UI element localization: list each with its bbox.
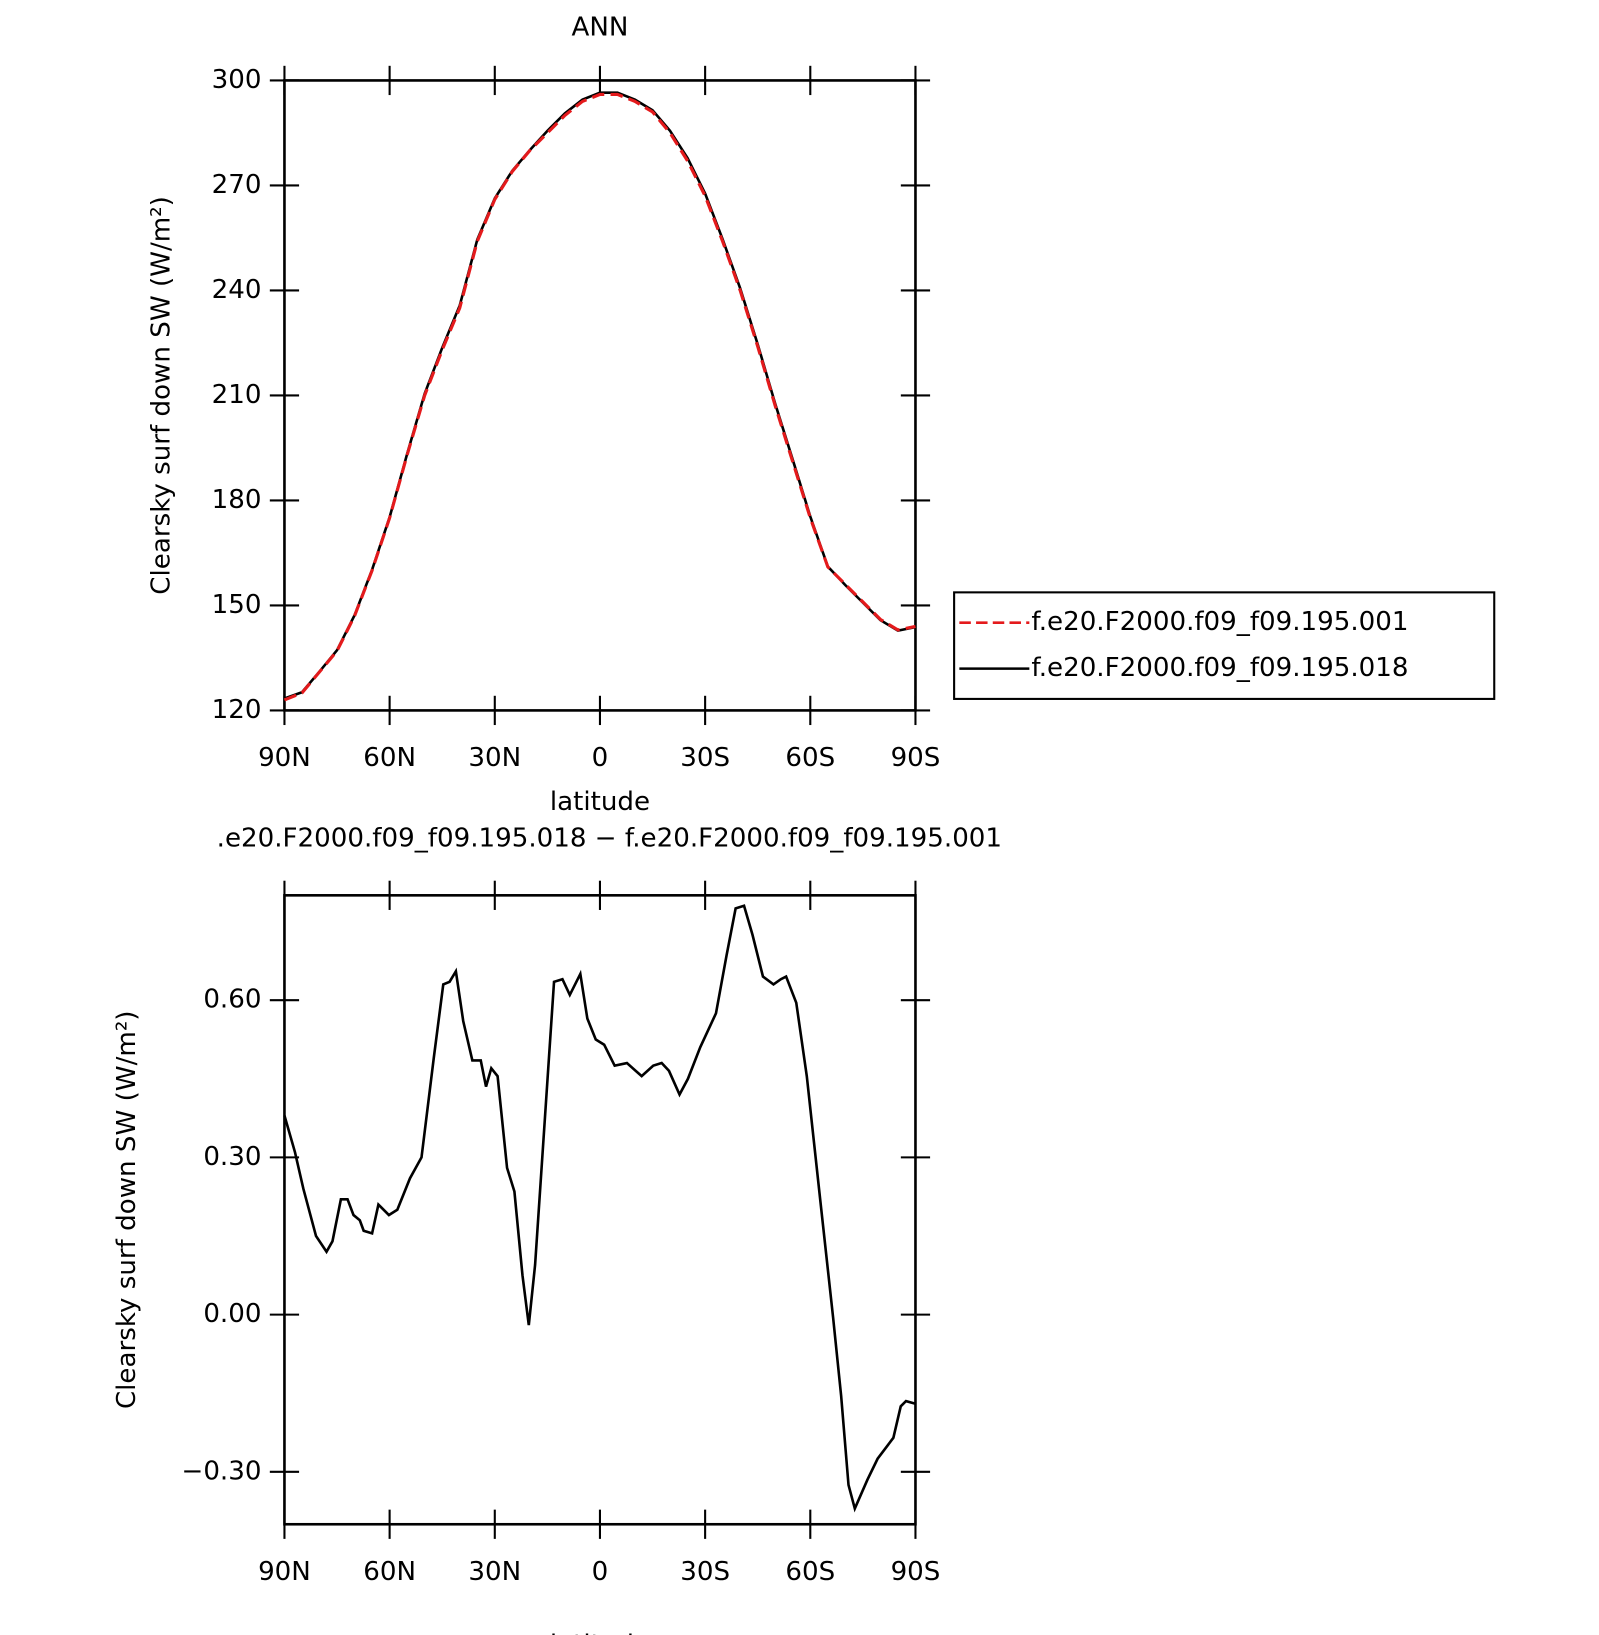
x-axis-label: latitude — [550, 787, 650, 817]
y-tick-label: 300 — [212, 65, 262, 95]
plot-frame — [283, 79, 917, 712]
legend-label: f.e20.F2000.f09_f09.195.018 — [1031, 653, 1408, 683]
y-axis-label: Clearsky surf down SW (W/m²) — [112, 1011, 142, 1410]
y-tick-label: 180 — [212, 485, 262, 515]
x-tick-label: 60N — [363, 1557, 416, 1587]
x-tick-label: 30N — [468, 743, 521, 773]
y-tick-label: 120 — [212, 695, 262, 725]
y-tick-label: 240 — [212, 275, 262, 305]
chart-title: .e20.F2000.f09_f09.195.018 − f.e20.F2000… — [217, 823, 1002, 853]
x-tick-label: 60N — [363, 743, 416, 773]
data-line — [283, 92, 916, 702]
y-tick-label: 0.30 — [203, 1142, 261, 1172]
x-tick-label: 0 — [592, 1557, 609, 1587]
data-line — [284, 91, 916, 700]
x-tick-label: 90N — [258, 1557, 311, 1587]
data-line — [283, 904, 916, 1513]
chart-title: ANN — [571, 13, 628, 43]
legend-label: f.e20.F2000.f09_f09.195.001 — [1031, 607, 1408, 637]
x-tick-label: 30S — [680, 743, 730, 773]
y-tick-label: 150 — [212, 590, 262, 620]
y-tick-label: −0.30 — [181, 1456, 261, 1486]
y-tick-label: 210 — [212, 380, 262, 410]
y-tick-label: 270 — [212, 170, 262, 200]
x-tick-label: 30N — [468, 1557, 521, 1587]
y-axis-label: Clearsky surf down SW (W/m²) — [147, 196, 177, 595]
y-tick-label: 0.60 — [203, 985, 261, 1015]
x-tick-label: 0 — [592, 743, 609, 773]
legend-box — [953, 591, 1496, 700]
x-axis-label: latitude — [550, 1630, 650, 1635]
x-tick-label: 90S — [891, 1557, 941, 1587]
x-tick-label: 30S — [680, 1557, 730, 1587]
x-tick-label: 60S — [785, 1557, 835, 1587]
x-tick-label: 90S — [891, 743, 941, 773]
y-tick-label: 0.00 — [203, 1299, 261, 1329]
x-tick-label: 60S — [785, 743, 835, 773]
x-tick-label: 90N — [258, 743, 311, 773]
